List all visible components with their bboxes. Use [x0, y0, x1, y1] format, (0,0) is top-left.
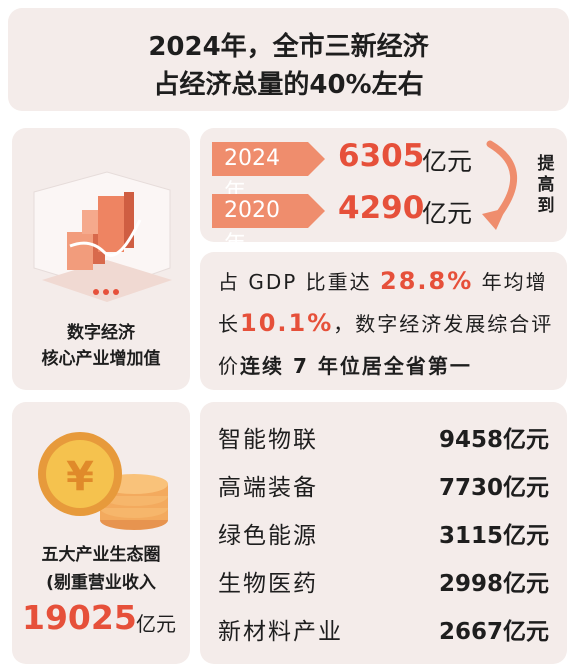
- digital-economy-card: 数字经济 核心产业增加值: [12, 128, 190, 390]
- industries-list-card: 智能物联 9458亿元 高端装备 7730亿元 绿色能源 3115亿元 生物医药…: [200, 402, 567, 664]
- bar-chart-cube-illustration: [33, 171, 172, 302]
- industry-name: 新材料产业: [218, 619, 343, 645]
- title-line-2: 占经济总量的40%左右: [153, 70, 424, 100]
- arrow-label-1: 提: [537, 154, 555, 174]
- gdp-share-card: 占 GDP 比重达 28.8% 年均增 长10.1%，数字经济发展综合评 价连续…: [200, 252, 567, 390]
- gdp-line-3-b: 连续 7 年位居全省第一: [240, 354, 472, 378]
- increase-arrow-icon: [482, 140, 517, 230]
- industries-total-card: ¥ 五大产业生态圈 (剔重营业收入 19025 亿元: [12, 402, 190, 664]
- industry-value: 2667亿元: [438, 619, 549, 645]
- industry-name: 智能物联: [218, 427, 318, 453]
- industries-caption-line-2: (剔重营业收入: [46, 573, 156, 593]
- gdp-line-3-a: 价: [218, 354, 240, 378]
- digital-caption-line-2: 核心产业增加值: [41, 349, 161, 369]
- industry-value: 9458亿元: [438, 427, 549, 453]
- value-2024: 6305: [338, 138, 425, 174]
- unit-2024: 亿元: [422, 147, 473, 176]
- digital-caption-line-1: 数字经济: [67, 323, 135, 343]
- gdp-line-2-a: 长: [218, 312, 240, 336]
- title-card: 2024年，全市三新经济 占经济总量的40%左右: [8, 8, 569, 111]
- list-item: 生物医药 2998亿元: [218, 564, 549, 604]
- list-item: 新材料产业 2667亿元: [218, 612, 549, 652]
- industries-caption-line-1: 五大产业生态圈: [41, 545, 161, 565]
- industry-name: 绿色能源: [218, 523, 318, 549]
- industry-value: 7730亿元: [438, 475, 549, 501]
- industries-total-value: 19025: [22, 598, 137, 637]
- gdp-share-value: 28.8%: [380, 267, 474, 295]
- title-line-1: 2024年，全市三新经济: [148, 32, 429, 62]
- industry-name: 高端装备: [218, 475, 318, 501]
- list-item: 智能物联 9458亿元: [218, 420, 549, 460]
- industry-name: 生物医药: [218, 571, 318, 597]
- value-2020: 4290: [338, 190, 425, 226]
- unit-2020: 亿元: [422, 199, 473, 228]
- year-tag-2024: 2024 年: [212, 142, 325, 205]
- gdp-line-1-a: 占 GDP 比重达: [218, 270, 381, 294]
- gdp-line-3: 价连续 7 年位居全省第一: [218, 350, 472, 379]
- list-item: 高端装备 7730亿元: [218, 468, 549, 508]
- gdp-line-2: 长10.1%，数字经济发展综合评: [218, 308, 553, 337]
- gdp-line-1: 占 GDP 比重达 28.8% 年均增: [218, 266, 548, 295]
- coins-illustration: ¥: [38, 432, 168, 530]
- arrow-label-3: 到: [537, 196, 555, 216]
- gdp-line-1-c: 年均增: [473, 270, 548, 294]
- industry-value: 3115亿元: [438, 523, 549, 549]
- list-item: 绿色能源 3115亿元: [218, 516, 549, 556]
- industries-total-unit: 亿元: [136, 612, 176, 636]
- arrow-label-2: 高: [537, 175, 555, 195]
- gdp-line-2-c: ，数字经济发展综合评: [333, 312, 554, 336]
- industry-value: 2998亿元: [438, 571, 549, 597]
- growth-rate-value: 10.1%: [240, 309, 334, 337]
- svg-text:¥: ¥: [66, 454, 94, 500]
- year-tag-2020: 2020 年: [212, 194, 325, 257]
- digital-values-card: 2024 年 6305 亿元 2020 年 4290 亿元 提 高 到: [200, 128, 567, 257]
